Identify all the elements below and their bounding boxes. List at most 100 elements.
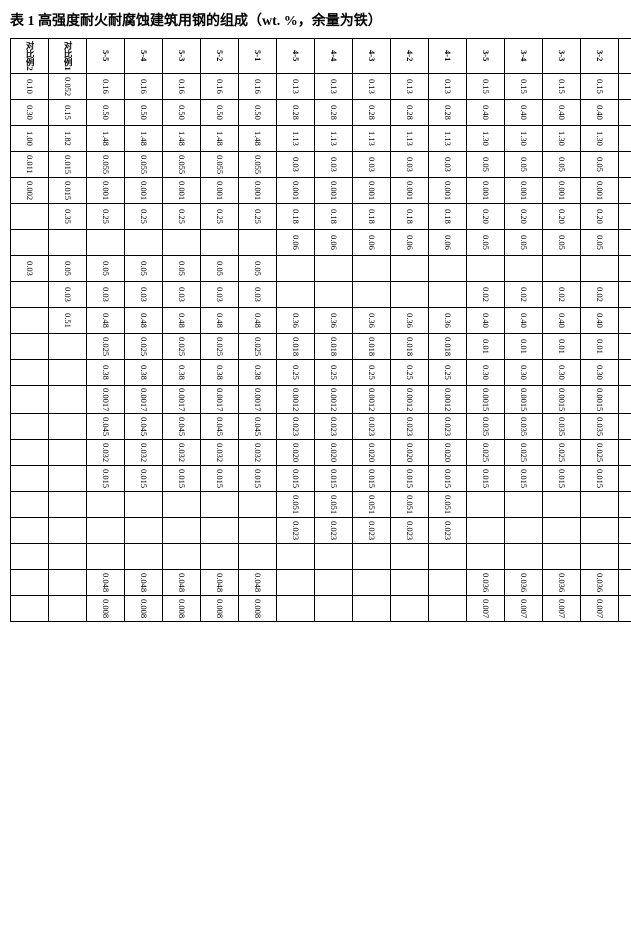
cell <box>11 281 49 307</box>
cell: 0.023 <box>277 414 315 440</box>
cell: 0.025 <box>581 440 619 466</box>
cell <box>11 414 49 440</box>
cell: 0.28 <box>353 99 391 125</box>
cell: 0.0015 <box>581 385 619 413</box>
cell: 0.01 <box>467 333 505 359</box>
cell: 0.05 <box>163 255 201 281</box>
cell: 0.20 <box>467 203 505 229</box>
row-label: 3-2 <box>581 39 619 74</box>
cell <box>49 229 87 255</box>
cell: 0.025 <box>163 333 201 359</box>
cell: 0.03 <box>163 281 201 307</box>
row-label: 对比例1 <box>49 39 87 74</box>
cell: 0.015 <box>125 466 163 492</box>
cell: 0.007 <box>581 596 619 622</box>
cell: 0.01 <box>619 333 631 359</box>
cell: 0.0012 <box>391 385 429 413</box>
cell: 0.001 <box>581 177 619 203</box>
cell: 0.15 <box>467 73 505 99</box>
cell: 1.13 <box>353 125 391 151</box>
cell: 0.020 <box>353 440 391 466</box>
row-label: 对比例2 <box>11 39 49 74</box>
cell: 0.40 <box>581 99 619 125</box>
cell: 0.05 <box>505 229 543 255</box>
cell: 0.023 <box>429 414 467 440</box>
cell: 0.025 <box>239 333 277 359</box>
row-label: 3-4 <box>505 39 543 74</box>
cell <box>49 518 87 544</box>
cell <box>353 544 391 570</box>
cell: 0.036 <box>467 570 505 596</box>
cell: 0.02 <box>505 281 543 307</box>
cell <box>429 596 467 622</box>
cell <box>505 544 543 570</box>
cell <box>467 544 505 570</box>
cell: 0.02 <box>467 281 505 307</box>
cell <box>49 333 87 359</box>
cell: 0.05 <box>505 151 543 177</box>
cell: 0.015 <box>467 466 505 492</box>
cell <box>11 492 49 518</box>
cell: 0.25 <box>201 203 239 229</box>
cell <box>87 518 125 544</box>
cell: 0.015 <box>505 466 543 492</box>
table-row: 5-50.160.501.480.0550.0010.250.050.030.4… <box>87 39 125 622</box>
cell: 0.02 <box>619 281 631 307</box>
cell: 0.001 <box>391 177 429 203</box>
cell: 0.15 <box>543 73 581 99</box>
cell: 0.06 <box>353 229 391 255</box>
cell <box>353 281 391 307</box>
cell: 0.025 <box>87 333 125 359</box>
table-body: 1-10.120.201.00.020.0010.100.040.300.010… <box>11 39 631 622</box>
cell: 0.020 <box>429 440 467 466</box>
cell: 0.001 <box>201 177 239 203</box>
cell: 0.035 <box>619 414 631 440</box>
cell <box>125 518 163 544</box>
cell <box>619 544 631 570</box>
table-row: 3-40.150.401.300.050.0010.200.050.020.40… <box>505 39 543 622</box>
cell: 0.36 <box>315 307 353 333</box>
cell <box>239 492 277 518</box>
row-label: 4-1 <box>429 39 467 74</box>
cell: 0.18 <box>315 203 353 229</box>
cell <box>11 596 49 622</box>
cell: 0.20 <box>543 203 581 229</box>
cell: 0.008 <box>239 596 277 622</box>
cell: 0.06 <box>391 229 429 255</box>
cell: 0.40 <box>581 307 619 333</box>
cell <box>11 570 49 596</box>
row-label: 5-3 <box>163 39 201 74</box>
cell <box>201 229 239 255</box>
cell: 0.25 <box>315 359 353 385</box>
cell <box>467 492 505 518</box>
cell <box>391 544 429 570</box>
cell: 0.007 <box>505 596 543 622</box>
row-label: 3-3 <box>543 39 581 74</box>
cell: 0.015 <box>429 466 467 492</box>
cell: 0.35 <box>49 203 87 229</box>
cell: 0.20 <box>581 203 619 229</box>
cell: 0.05 <box>619 151 631 177</box>
cell <box>49 414 87 440</box>
cell: 0.008 <box>125 596 163 622</box>
cell: 0.15 <box>49 99 87 125</box>
cell <box>467 255 505 281</box>
cell: 0.38 <box>239 359 277 385</box>
cell <box>49 596 87 622</box>
cell: 0.001 <box>429 177 467 203</box>
cell <box>11 518 49 544</box>
cell: 0.036 <box>505 570 543 596</box>
cell: 0.032 <box>239 440 277 466</box>
cell: 0.023 <box>429 518 467 544</box>
cell: 0.015 <box>315 466 353 492</box>
row-label: 4-3 <box>353 39 391 74</box>
row-label: 3-1 <box>619 39 631 74</box>
cell: 0.0015 <box>543 385 581 413</box>
cell <box>543 492 581 518</box>
cell <box>429 570 467 596</box>
cell <box>49 544 87 570</box>
cell: 0.051 <box>353 492 391 518</box>
row-label: 5-1 <box>239 39 277 74</box>
cell: 0.05 <box>581 229 619 255</box>
cell: 0.25 <box>277 359 315 385</box>
